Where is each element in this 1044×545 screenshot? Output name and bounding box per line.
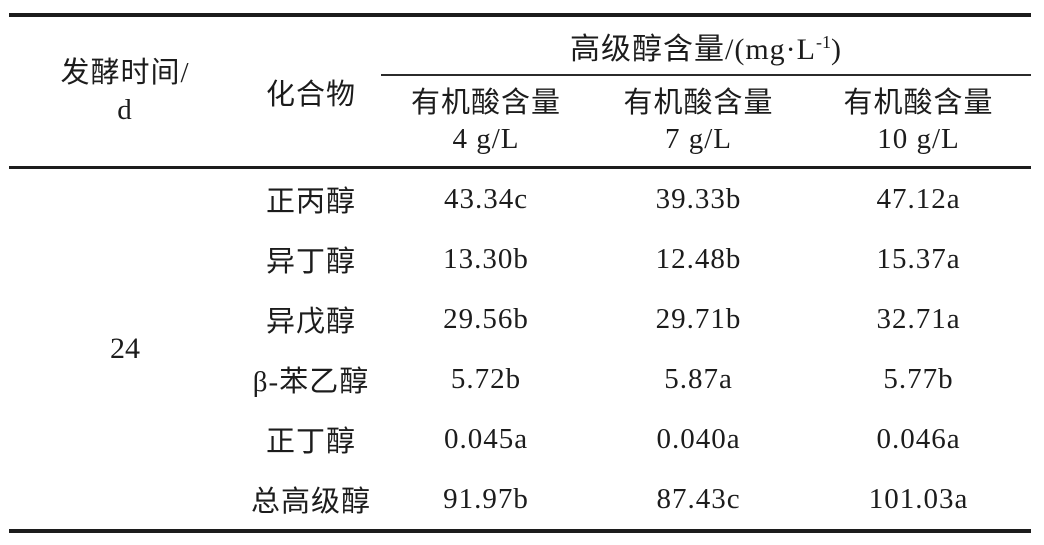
table-row: β-苯乙醇 5.72b 5.87a 5.77b — [9, 349, 1031, 409]
subheader-organic-acid-7: 有机酸含量 7 g/L — [591, 75, 806, 169]
table-row: 异丁醇 13.30b 12.48b 15.37a — [9, 229, 1031, 289]
subheader-organic-acid-10: 有机酸含量 10 g/L — [806, 75, 1032, 169]
header-fermentation-time: 发酵时间/ d — [9, 15, 241, 169]
value-cell: 0.040a — [656, 422, 741, 455]
value-cell: 5.72b — [450, 362, 522, 395]
value-cell: 47.12a — [876, 182, 961, 215]
table-row: 正丁醇 0.045a 0.040a 0.046a — [9, 409, 1031, 469]
subheader-label: 有机酸含量 — [623, 86, 774, 119]
compound-cell: 异丁醇 — [265, 246, 356, 278]
compound-cell: 总高级醇 — [250, 486, 371, 518]
table-row: 24 正丙醇 43.34c 39.33b 47.12a — [9, 168, 1031, 366]
value-cell: 87.43c — [656, 482, 741, 515]
header-fermentation-time-line2: d — [117, 93, 133, 126]
subheader-concentration: 7 g/L — [664, 123, 733, 155]
value-cell: 5.87a — [664, 362, 733, 395]
fermentation-time-value: 24 — [110, 332, 140, 365]
value-cell: 5.77b — [883, 362, 954, 395]
value-cell: 0.046a — [876, 422, 961, 455]
header-higher-alcohol-unit: 高级醇含量/(mg·L-1) — [381, 15, 1032, 76]
value-cell: 32.71a — [876, 302, 961, 335]
subheader-label: 有机酸含量 — [843, 86, 994, 119]
unit-close-paren: ) — [831, 32, 842, 66]
value-cell: 13.30b — [443, 242, 529, 275]
subheader-concentration: 10 g/L — [877, 123, 960, 155]
value-cell: 12.48b — [655, 242, 742, 275]
header-fermentation-time-line1: 发酵时间/ — [60, 57, 190, 90]
unit-text: 高级醇含量/(mg·L — [570, 32, 816, 66]
header-compound: 化合物 — [241, 15, 381, 169]
compound-cell: β-苯乙醇 — [252, 366, 370, 398]
compound-cell: 异戊醇 — [265, 306, 356, 338]
subheader-label: 有机酸含量 — [410, 86, 561, 119]
compound-cell: 正丁醇 — [265, 426, 356, 458]
value-cell: 39.33b — [655, 182, 742, 215]
subheader-concentration: 4 g/L — [452, 123, 520, 155]
value-cell: 91.97b — [443, 482, 529, 515]
compound-cell: 正丙醇 — [265, 186, 356, 218]
value-cell: 29.56b — [443, 302, 529, 335]
header-row-sub: 有机酸含量 4 g/L 有机酸含量 7 g/L 有机酸含量 10 g/L — [9, 75, 1032, 169]
subheader-organic-acid-4: 有机酸含量 4 g/L — [381, 75, 591, 169]
value-cell: 101.03a — [868, 482, 969, 515]
higher-alcohol-content-table: 发酵时间/ d 化合物 高级醇含量/(mg·L-1) 有机酸含量 4 g/L 有… — [9, 13, 1032, 533]
value-cell: 15.37a — [876, 242, 961, 275]
header-row-group: 发酵时间/ d 化合物 高级醇含量/(mg·L-1) — [9, 15, 1032, 169]
value-cell: 0.045a — [443, 422, 529, 455]
value-cell: 29.71b — [655, 302, 742, 335]
table-row: 异戊醇 29.56b 29.71b 32.71a — [9, 289, 1031, 349]
table-row: 总高级醇 91.97b 87.43c 101.03a — [9, 469, 1031, 531]
value-cell: 43.34c — [443, 182, 529, 215]
unit-superscript: -1 — [816, 31, 831, 52]
